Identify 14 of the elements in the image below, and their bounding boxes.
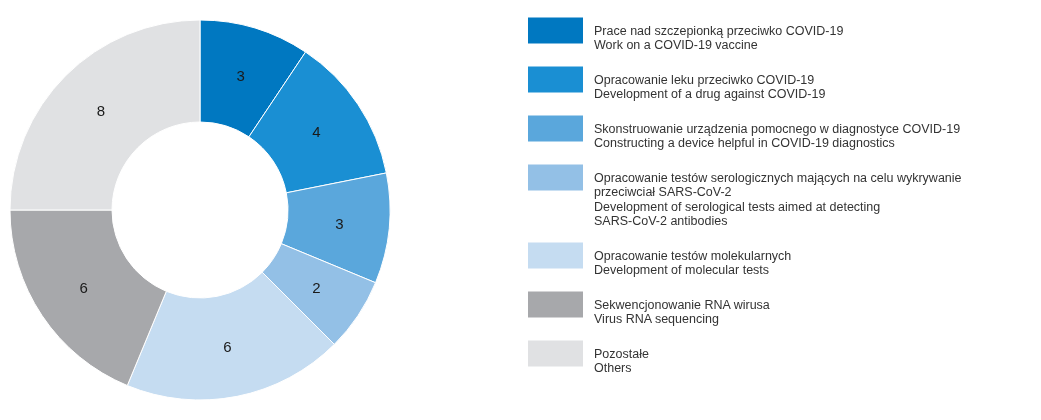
data-label: 8: [96, 102, 106, 120]
legend-label: Opracowanie leku przeciwko COVID-19 Development of a drug against COVID-19: [594, 72, 826, 101]
legend-label: Prace nad szczepionką przeciwko COVID-19 Work on a COVID-19 vaccine: [594, 23, 844, 52]
data-label: 2: [312, 278, 321, 296]
data-label: 3: [335, 214, 344, 232]
legend-label: Opracowanie testów molekularnych Development of molecular tests: [594, 248, 792, 277]
data-label: 6: [79, 278, 88, 296]
legend-label: Skonstruowanie urządzenia pomocnego w diagnostyce COVID-19 Constructing a device helpful in COVID-19 diagnostics: [594, 121, 961, 150]
data-label: 3: [236, 67, 245, 85]
data-label: 6: [223, 338, 232, 356]
legend-label: Pozostałe Others: [594, 346, 649, 375]
legend-label: Sekwencjonowanie RNA wirusa Virus RNA sequencing: [594, 297, 770, 326]
legend-label: Opracowanie testów serologicznych mających na celu wykrywanie przeciwciał SARS-CoV-2 Development of serological tests aimed at detecting SARS-CoV-2 antibodies: [594, 170, 962, 228]
data-label: 4: [312, 123, 321, 141]
